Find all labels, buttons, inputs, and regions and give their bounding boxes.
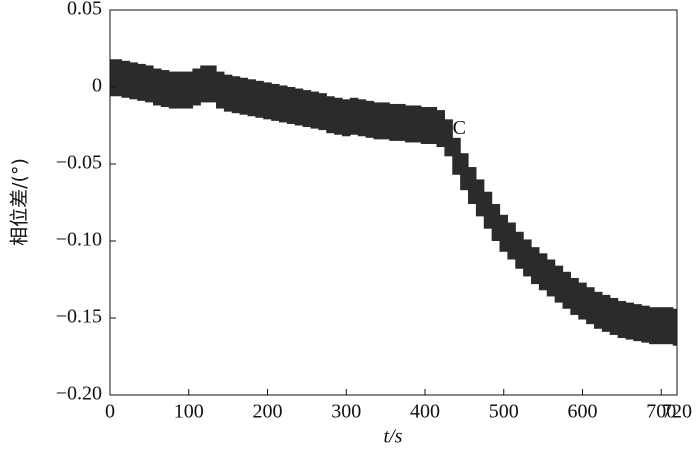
range-band [302, 90, 312, 128]
range-band [110, 59, 115, 97]
range-band [546, 259, 556, 297]
range-band [601, 294, 611, 332]
x-tick-label: 0 [105, 401, 115, 423]
range-band [153, 68, 162, 106]
range-band [649, 307, 658, 345]
range-band [231, 76, 241, 114]
y-tick-label: −0.15 [56, 306, 102, 328]
range-band [184, 71, 193, 109]
range-band [192, 68, 201, 106]
range-band [420, 107, 430, 144]
range-band [263, 82, 272, 120]
range-band [294, 88, 304, 126]
range-band [507, 222, 516, 260]
range-band [664, 307, 674, 345]
x-tick-label: 300 [331, 401, 361, 423]
range-band [160, 70, 170, 108]
range-band [452, 137, 461, 175]
range-band [499, 214, 508, 252]
range-band [405, 105, 414, 143]
range-band [342, 99, 351, 137]
range-band [357, 99, 367, 137]
y-tick-label: −0.10 [56, 229, 102, 251]
range-band [554, 265, 564, 303]
range-band [113, 59, 123, 97]
y-axis-label: 相位差/(°) [9, 158, 31, 246]
range-band [657, 307, 666, 345]
plot-area [110, 59, 677, 346]
range-band [428, 107, 438, 144]
range-band [538, 253, 548, 291]
range-band [216, 71, 225, 109]
range-band [145, 65, 154, 103]
x-tick-label: 700 [646, 401, 676, 423]
range-band [468, 167, 477, 205]
range-band [223, 74, 233, 112]
range-band [397, 103, 406, 141]
range-band [176, 71, 186, 109]
x-tick-label: 400 [410, 401, 440, 423]
range-band [594, 291, 603, 329]
range-band [129, 62, 138, 100]
range-band [412, 105, 422, 143]
range-band [523, 239, 532, 277]
range-band [286, 87, 296, 124]
range-band [515, 231, 524, 269]
range-band [460, 153, 469, 191]
range-band [255, 80, 264, 118]
range-band [625, 302, 634, 340]
y-tick-label: 0.05 [67, 0, 102, 20]
range-band [491, 204, 501, 241]
range-band [444, 119, 453, 157]
range-band [531, 247, 540, 285]
x-tick-label: 200 [253, 401, 283, 423]
range-band [617, 301, 627, 339]
x-tick-label: 500 [489, 401, 519, 423]
annotation: C [453, 117, 466, 139]
range-band [475, 179, 485, 217]
y-tick-label: −0.05 [56, 152, 102, 174]
range-band [239, 77, 249, 115]
range-band [570, 277, 579, 315]
range-band [318, 93, 327, 131]
range-band [483, 191, 493, 229]
range-band [672, 308, 677, 346]
range-band [609, 297, 619, 335]
range-band [578, 282, 587, 320]
range-band [641, 305, 650, 343]
x-tick-label: 720 [662, 401, 692, 423]
range-band [279, 85, 288, 123]
range-band [436, 110, 445, 148]
range-band [586, 287, 595, 325]
range-band [137, 63, 146, 101]
range-band [247, 79, 256, 117]
y-tick-label: −0.20 [56, 383, 102, 405]
range-band [326, 96, 335, 134]
range-band [121, 60, 130, 98]
range-band [562, 271, 571, 309]
range-band [365, 100, 375, 138]
range-band [633, 304, 642, 342]
axes-frame [109, 9, 678, 396]
range-band [310, 91, 319, 129]
x-axis-label: t/s [384, 426, 403, 448]
range-band [334, 97, 343, 135]
range-band [381, 102, 390, 140]
range-band [373, 102, 382, 140]
range-band [349, 97, 359, 135]
range-band [200, 65, 209, 103]
range-band [389, 103, 398, 141]
x-tick-label: 600 [568, 401, 598, 423]
x-tick-label: 100 [174, 401, 204, 423]
range-band [271, 83, 280, 121]
y-tick-label: 0 [92, 75, 102, 97]
range-band [208, 65, 217, 103]
range-band [168, 71, 178, 109]
